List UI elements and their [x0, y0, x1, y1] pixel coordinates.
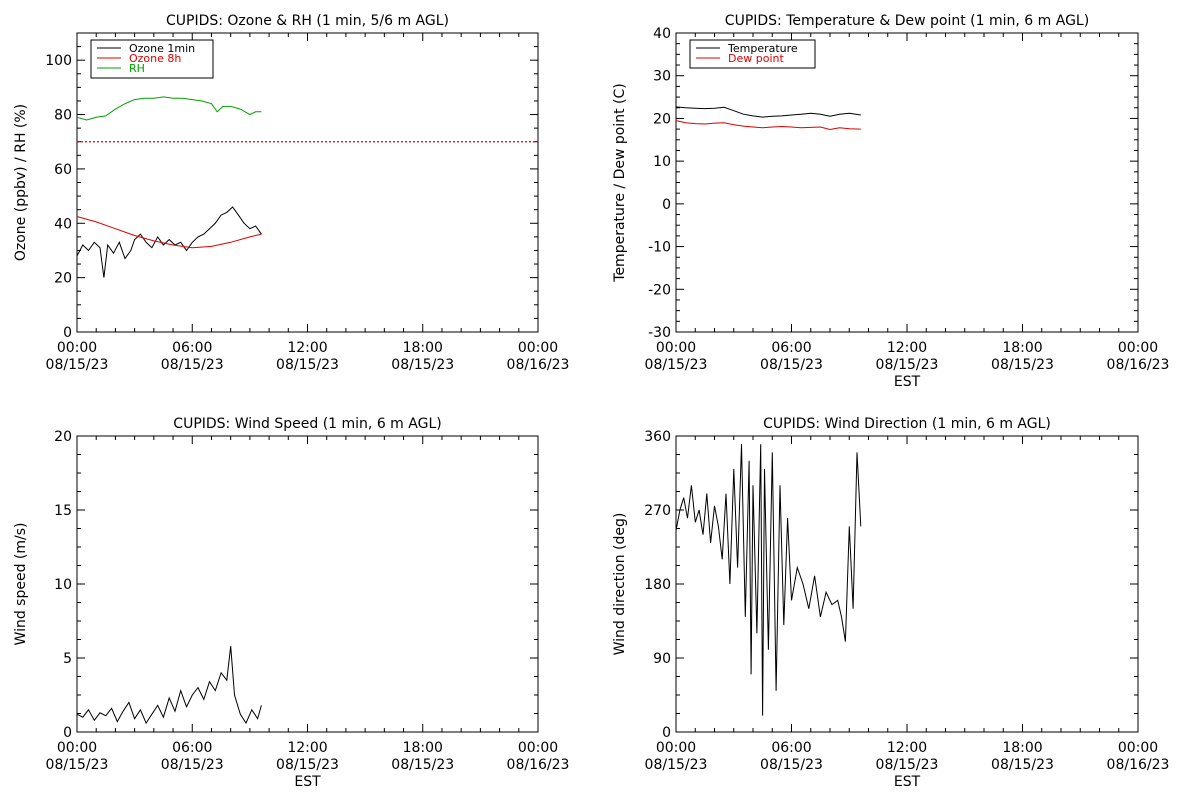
y-tick-label: -10	[648, 240, 671, 256]
x-tick-date-label: 08/15/23	[161, 757, 224, 773]
legend-label: Ozone 1min	[129, 42, 195, 55]
series-line-1	[76, 206, 262, 278]
x-tick-date-label: 08/15/23	[391, 757, 454, 773]
x-tick-date-label: 08/15/23	[991, 757, 1054, 773]
series-line-3	[76, 96, 262, 121]
x-tick-time-label: 12:00	[887, 340, 927, 356]
plot-frame	[675, 32, 1139, 333]
legend-label: Temperature	[727, 42, 798, 55]
y-tick-label: 0	[662, 725, 671, 741]
y-tick-label: 90	[653, 651, 671, 667]
legend-label: Ozone 8h	[129, 52, 181, 65]
y-tick-label: -20	[648, 282, 671, 298]
x-tick-date-label: 08/15/23	[391, 357, 454, 373]
x-tick-time-label: 18:00	[1002, 340, 1042, 356]
x-tick-time-label: 00:00	[518, 340, 558, 356]
chart-panel-3: CUPIDS: Wind Speed (1 min, 6 m AGL) 0 5 10 1…	[13, 416, 569, 790]
y-tick-label: -30	[648, 325, 671, 341]
legend-box	[689, 39, 816, 69]
x-tick-time-label: 12:00	[287, 740, 327, 756]
x-tick-date-label: 08/16/23	[1107, 357, 1170, 373]
x-tick-time-label: 00:00	[1118, 340, 1158, 356]
y-tick-label: 40	[54, 216, 72, 232]
x-tick-date-label: 08/15/23	[645, 357, 708, 373]
chart-title: CUPIDS: Ozone & RH (1 min, 5/6 m AGL)	[166, 13, 449, 29]
y-tick-label: 80	[54, 108, 72, 124]
y-axis-label: Wind speed (m/s)	[13, 523, 29, 646]
x-tick-date-label: 08/15/23	[46, 757, 109, 773]
x-tick-date-label: 08/15/23	[876, 357, 939, 373]
series-line-2	[76, 216, 262, 249]
series-line-1	[675, 106, 861, 118]
y-tick-label: 10	[653, 154, 671, 170]
x-axis-label: EST	[894, 774, 921, 790]
x-tick-date-label: 08/15/23	[876, 757, 939, 773]
chart-panel-4: CUPIDS: Wind Direction (1 min, 6 m AGL) 0…	[612, 416, 1169, 790]
chart-title: CUPIDS: Wind Direction (1 min, 6 m AGL)	[763, 416, 1051, 432]
y-tick-label: 0	[63, 725, 72, 741]
x-tick-time-label: 00:00	[518, 740, 558, 756]
x-tick-time-label: 12:00	[287, 340, 327, 356]
y-tick-label: 10	[54, 577, 72, 593]
x-tick-time-label: 06:00	[771, 340, 811, 356]
y-tick-label: 180	[644, 577, 671, 593]
y-axis-label: Wind direction (deg)	[612, 513, 628, 656]
legend-box	[90, 39, 214, 79]
y-tick-label: 15	[54, 503, 72, 519]
x-tick-date-label: 08/15/23	[46, 357, 109, 373]
x-tick-time-label: 06:00	[172, 340, 212, 356]
plot-frame	[76, 435, 539, 733]
x-tick-time-label: 18:00	[403, 340, 443, 356]
chart-panel-1: CUPIDS: Ozone & RH (1 min, 5/6 m AGL) 0 20…	[13, 13, 569, 373]
x-tick-time-label: 00:00	[57, 340, 97, 356]
series-line-1	[76, 646, 262, 725]
y-tick-label: 60	[54, 162, 72, 178]
legend-label: Dew point	[728, 52, 784, 65]
x-tick-time-label: 00:00	[656, 740, 696, 756]
x-tick-time-label: 00:00	[1118, 740, 1158, 756]
y-tick-label: 20	[653, 111, 671, 127]
x-tick-time-label: 12:00	[887, 740, 927, 756]
x-tick-date-label: 08/15/23	[991, 357, 1054, 373]
y-tick-label: 270	[644, 503, 671, 519]
x-tick-time-label: 06:00	[172, 740, 212, 756]
series-line-2	[675, 120, 861, 131]
x-tick-time-label: 00:00	[57, 740, 97, 756]
y-axis-label: Temperature / Dew point (C)	[612, 83, 628, 282]
y-tick-label: 20	[54, 271, 72, 287]
x-tick-date-label: 08/15/23	[760, 357, 823, 373]
x-tick-date-label: 08/15/23	[645, 757, 708, 773]
x-tick-time-label: 18:00	[403, 740, 443, 756]
x-tick-date-label: 08/15/23	[161, 357, 224, 373]
x-tick-time-label: 18:00	[1002, 740, 1042, 756]
series-line-1	[675, 444, 862, 716]
y-tick-label: 0	[63, 325, 72, 341]
x-axis-label: EST	[294, 774, 321, 790]
y-tick-label: 40	[653, 26, 671, 42]
y-tick-label: 30	[653, 69, 671, 85]
x-tick-date-label: 08/15/23	[276, 357, 339, 373]
chart-title: CUPIDS: Temperature & Dew point (1 min, …	[725, 13, 1089, 29]
y-tick-label: 0	[662, 197, 671, 213]
x-tick-date-label: 08/15/23	[760, 757, 823, 773]
x-tick-time-label: 00:00	[656, 340, 696, 356]
chart-title: CUPIDS: Wind Speed (1 min, 6 m AGL)	[173, 416, 441, 432]
x-tick-date-label: 08/16/23	[1107, 757, 1170, 773]
y-axis-label: Ozone (ppbv) / RH (%)	[13, 104, 29, 261]
plot-frame	[675, 435, 1139, 733]
x-tick-date-label: 08/15/23	[276, 757, 339, 773]
x-tick-date-label: 08/16/23	[507, 357, 570, 373]
x-tick-time-label: 06:00	[771, 740, 811, 756]
legend-label: RH	[129, 62, 145, 75]
y-tick-label: 20	[54, 429, 72, 445]
y-tick-label: 100	[45, 53, 72, 69]
x-tick-date-label: 08/16/23	[507, 757, 570, 773]
chart-panel-2: CUPIDS: Temperature & Dew point (1 min, …	[612, 13, 1169, 390]
y-tick-label: 360	[644, 429, 671, 445]
x-axis-label: EST	[894, 374, 921, 390]
y-tick-label: 5	[63, 651, 72, 667]
